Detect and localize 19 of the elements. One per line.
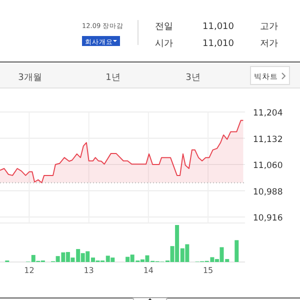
text: 11,010: [202, 39, 234, 49]
y-tick-label: 10,988: [253, 187, 283, 198]
y-tick-label: 11,132: [253, 134, 283, 145]
y-tick-label: 11,060: [253, 161, 283, 171]
text: 3개월: [18, 73, 42, 83]
bar: [234, 240, 239, 262]
text: 11,010: [202, 22, 234, 32]
x-tick-label: 14: [143, 266, 154, 275]
text: 전일: [155, 22, 173, 32]
text: 시가: [155, 39, 173, 49]
text: 저가: [260, 39, 278, 49]
text: 3년: [186, 73, 200, 83]
y-tick-label: 11,204: [253, 108, 283, 118]
text: 1년: [106, 73, 120, 83]
x-tick-label: 12: [24, 266, 34, 275]
text: 고가: [260, 22, 278, 32]
x-tick-label: 15: [202, 266, 214, 275]
y-tick-label: 10,916: [253, 214, 283, 224]
x-tick-label: 13: [84, 266, 94, 275]
